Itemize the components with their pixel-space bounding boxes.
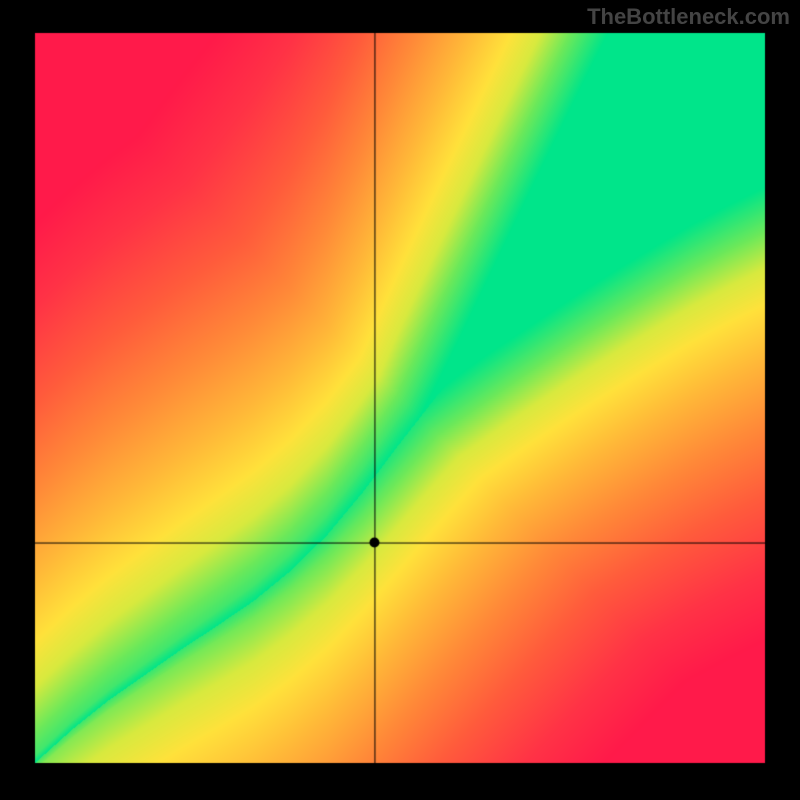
bottleneck-heatmap (0, 0, 800, 800)
watermark-text: TheBottleneck.com (587, 4, 790, 30)
